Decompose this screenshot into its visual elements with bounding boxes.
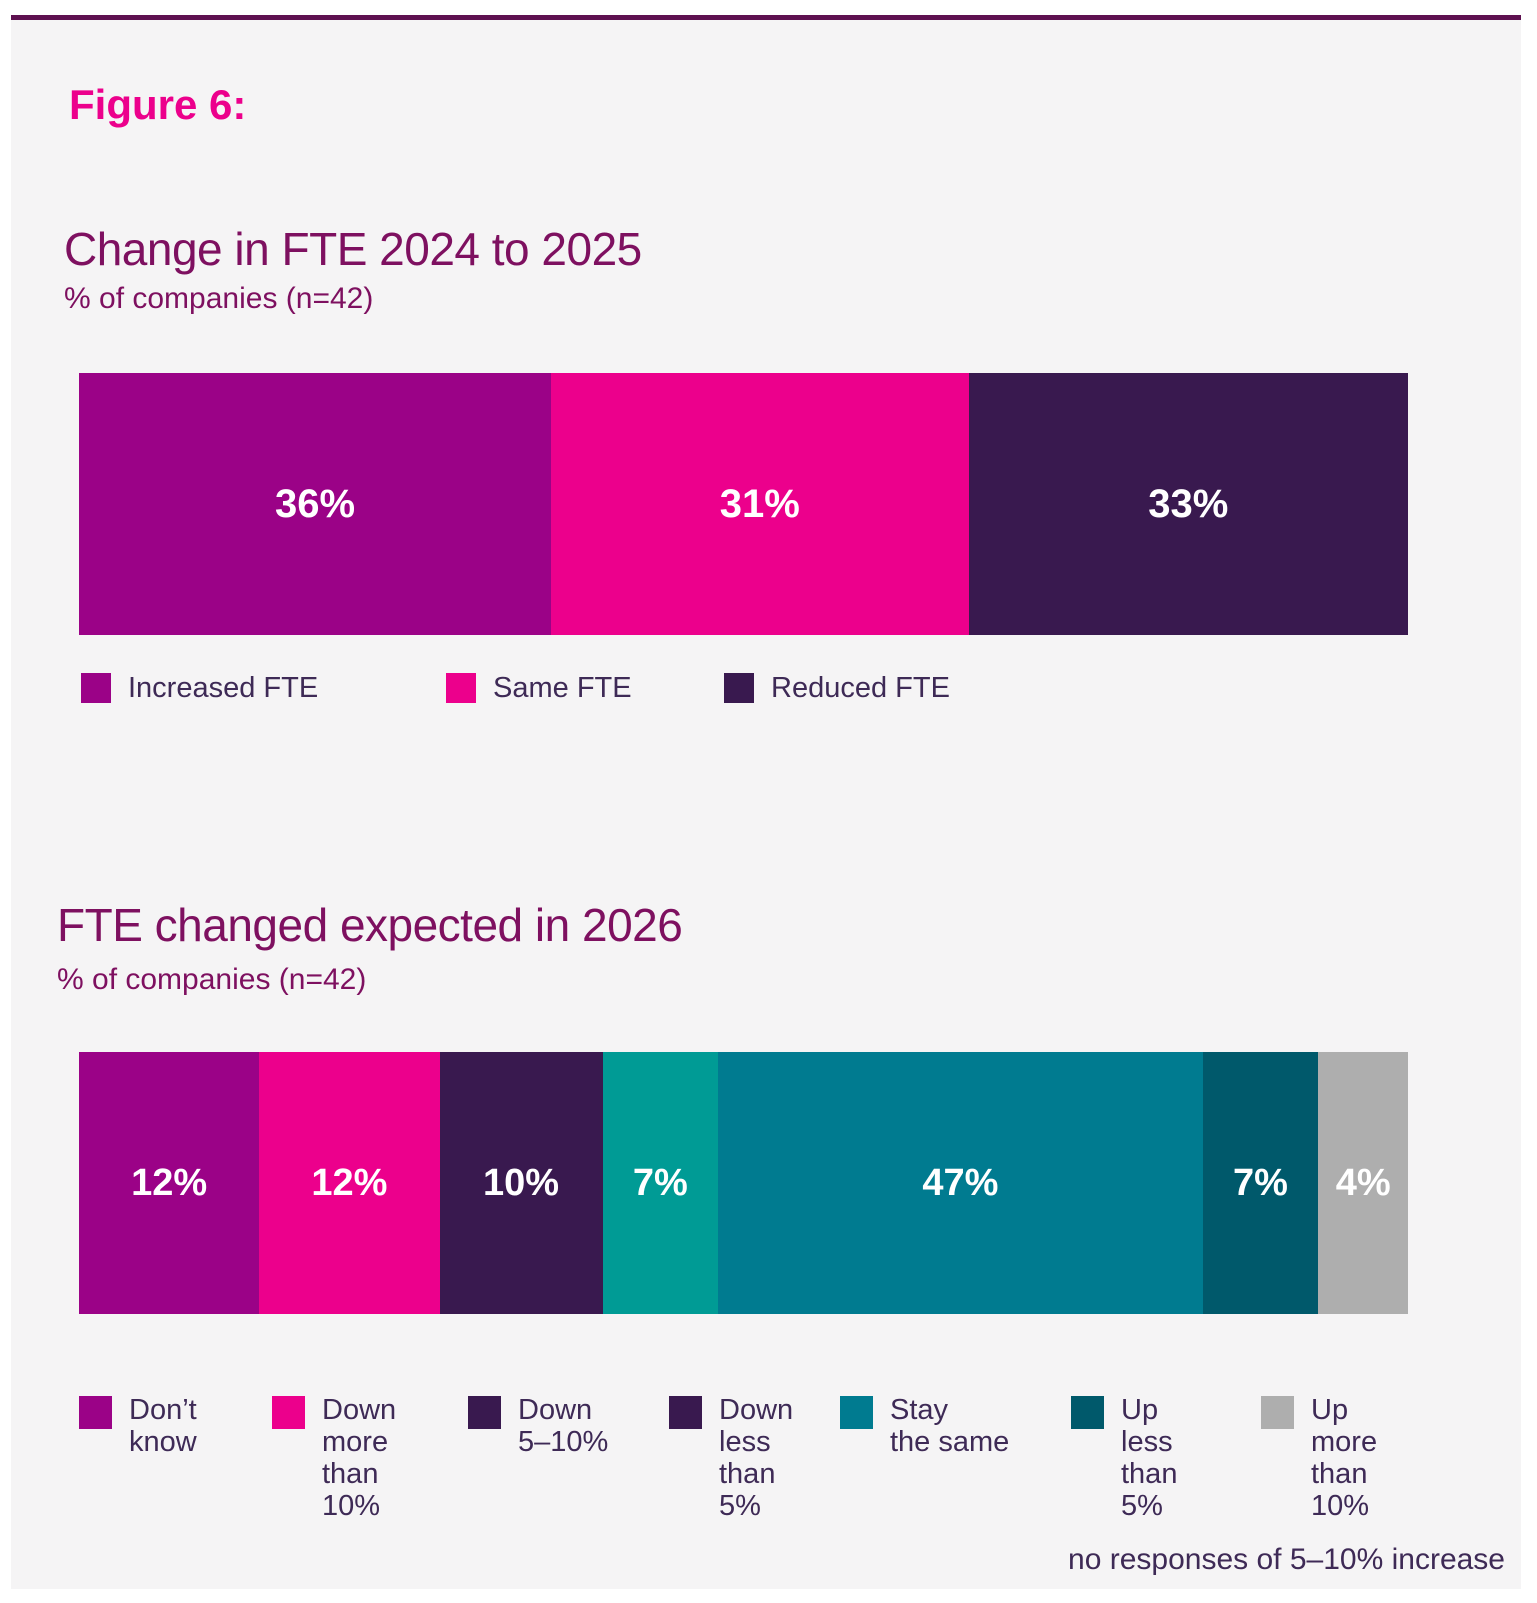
legend-item: Up less than 5% [1071,1394,1261,1522]
legend-label: Down more than 10% [322,1394,397,1522]
legend-label: Reduced FTE [771,672,950,704]
legend-label: Down less than 5% [719,1394,794,1522]
legend-swatch [81,673,111,703]
legend-label: Don’t know [129,1394,197,1458]
legend-swatch [272,1396,305,1429]
legend-label: Increased FTE [128,672,319,704]
legend-item: Up more than 10% [1261,1394,1521,1522]
bar-segment: 7% [602,1052,719,1314]
chart-subtitle: % of companies (n=42) [64,282,374,315]
legend-item: Down less than 5% [669,1394,840,1522]
chart-change-in-fte-2024-2025: Change in FTE 2024 to 2025 % of companie… [11,222,1521,704]
legend-item: Stay the same [840,1394,1071,1522]
legend-label: Down 5–10% [518,1394,609,1458]
footnote: no responses of 5–10% increase [1068,1543,1505,1576]
chart-subtitle: % of companies (n=42) [57,963,367,996]
bar-segment: 31% [551,373,969,635]
bar-segment-label: 7% [632,1161,688,1204]
legend-item: Don’t know [79,1394,272,1522]
bar-segment: 33% [968,373,1408,635]
bar-segment-label: 33% [1148,481,1229,526]
top-rule [11,15,1521,20]
legend-item: Reduced FTE [724,672,1521,704]
bar-segment: 4% [1318,1052,1408,1314]
bar-segment: 12% [259,1052,440,1314]
bar-segment: 7% [1202,1052,1319,1314]
bar-segment: 10% [439,1052,603,1314]
bar-segment-label: 10% [483,1161,560,1204]
figure-panel: Figure 6: Change in FTE 2024 to 2025 % o… [11,20,1521,1589]
legend-item: Down more than 10% [272,1394,468,1522]
bar-segment: 36% [79,373,552,635]
bar-segment: 47% [718,1052,1203,1314]
bar-segment-label: 12% [131,1161,208,1204]
legend-swatch [840,1396,873,1429]
legend: Don’t know Down more than 10% Down 5–10% Down les… [79,1394,1521,1522]
figure-label: Figure 6: [69,81,247,128]
legend-swatch [468,1396,501,1429]
legend-label: Same FTE [493,672,632,704]
bar-segment-label: 47% [922,1161,999,1204]
bar-segment-label: 7% [1233,1161,1288,1204]
legend-swatch [1071,1396,1104,1429]
legend-label: Up less than 5% [1121,1394,1178,1522]
bar-segment-label: 31% [719,481,800,526]
bar-segment: 12% [79,1052,260,1314]
stacked-bar: 36% 31% 33% [79,373,1408,635]
chart-fte-change-expected-2026: FTE changed expected in 2026 % of compan… [11,898,1521,1577]
legend-item: Same FTE [446,672,724,704]
bar-segment-label: 12% [311,1161,388,1204]
legend-label: Stay the same [890,1394,1010,1458]
legend-swatch [1261,1396,1294,1429]
legend-swatch [669,1396,702,1429]
chart-title: Change in FTE 2024 to 2025 [64,223,642,275]
legend-swatch [79,1396,112,1429]
legend-swatch [446,673,476,703]
legend-item: Increased FTE [81,672,446,704]
legend-label: Up more than 10% [1311,1394,1378,1522]
legend: Increased FTE Same FTE Reduced FTE [81,672,1521,704]
stacked-bar: 12% 12% 10% 7% 47% 7% 4% [79,1052,1408,1314]
bar-segment-label: 4% [1335,1161,1391,1204]
legend-swatch [724,673,754,703]
bar-segment-label: 36% [274,481,356,526]
chart-title: FTE changed expected in 2026 [57,899,683,951]
legend-item: Down 5–10% [468,1394,669,1522]
